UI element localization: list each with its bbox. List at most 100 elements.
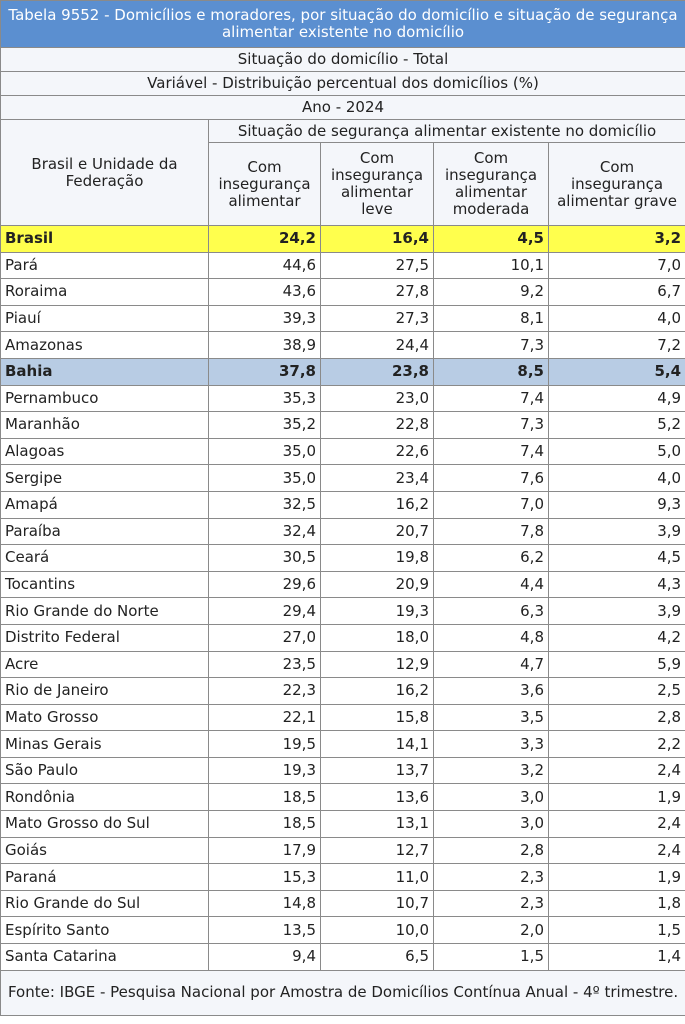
cell-value: 6,2	[433, 544, 549, 572]
cell-value: 27,0	[208, 623, 321, 652]
row-label: Espírito Santo	[0, 916, 209, 945]
source-note: Fonte: IBGE - Pesquisa Nacional por Amos…	[0, 969, 685, 1016]
table-row: Mato Grosso do Sul 18,5 13,1 3,0 2,4	[0, 810, 685, 838]
cell-value: 22,8	[320, 411, 434, 439]
cell-value: 7,2	[547, 331, 685, 359]
table-row: Mato Grosso 22,1 15,8 3,5 2,8	[0, 703, 685, 732]
cell-value: 20,7	[320, 517, 434, 546]
cell-value: 6,5	[320, 943, 434, 971]
cell-value: 9,2	[433, 278, 549, 306]
cell-value: 4,0	[547, 464, 685, 492]
cell-value: 22,3	[208, 677, 321, 705]
table-row: Alagoas 35,0 22,6 7,4 5,0	[0, 437, 685, 466]
row-label: Piauí	[0, 304, 209, 333]
cell-value: 3,0	[433, 783, 549, 812]
column-header: Com insegurança alimentar grave	[547, 142, 685, 226]
cell-value: 27,8	[320, 278, 434, 306]
table-row: Amazonas 38,9 24,4 7,3 7,2	[0, 331, 685, 359]
cell-value: 3,2	[547, 225, 685, 253]
column-header: Com insegurança alimentar leve	[320, 142, 434, 226]
cell-value: 18,5	[208, 810, 321, 838]
table-row: Bahia 37,8 23,8 8,5 5,4	[0, 357, 685, 386]
cell-value: 35,0	[208, 437, 321, 466]
info-line: Variável - Distribuição percentual dos d…	[0, 71, 685, 96]
cell-value: 10,1	[433, 251, 549, 280]
table-row: Paraíba 32,4 20,7 7,8 3,9	[0, 517, 685, 546]
row-label: Minas Gerais	[0, 730, 209, 758]
cell-value: 37,8	[208, 357, 321, 386]
cell-value: 3,5	[433, 703, 549, 732]
cell-value: 19,3	[320, 597, 434, 625]
row-label: Paraná	[0, 863, 209, 891]
cell-value: 23,5	[208, 650, 321, 679]
cell-value: 19,8	[320, 544, 434, 572]
row-label: Distrito Federal	[0, 623, 209, 652]
cell-value: 2,3	[433, 889, 549, 918]
cell-value: 13,5	[208, 916, 321, 945]
cell-value: 35,2	[208, 411, 321, 439]
row-label: Goiás	[0, 836, 209, 865]
cell-value: 2,4	[547, 810, 685, 838]
table-row: Pará 44,6 27,5 10,1 7,0	[0, 251, 685, 280]
cell-value: 13,7	[320, 756, 434, 785]
row-label: Mato Grosso	[0, 703, 209, 732]
table-row: Tocantins 29,6 20,9 4,4 4,3	[0, 570, 685, 599]
table-row: Distrito Federal 27,0 18,0 4,8 4,2	[0, 623, 685, 652]
cell-value: 3,9	[547, 517, 685, 546]
cell-value: 17,9	[208, 836, 321, 865]
cell-value: 4,7	[433, 650, 549, 679]
row-label: Alagoas	[0, 437, 209, 466]
cell-value: 20,9	[320, 570, 434, 599]
cell-value: 8,5	[433, 357, 549, 386]
cell-value: 2,0	[433, 916, 549, 945]
cell-value: 24,4	[320, 331, 434, 359]
table-row: Rio de Janeiro 22,3 16,2 3,6 2,5	[0, 677, 685, 705]
row-label: Santa Catarina	[0, 943, 209, 971]
cell-value: 35,3	[208, 384, 321, 413]
cell-value: 16,4	[320, 225, 434, 253]
cell-value: 23,4	[320, 464, 434, 492]
cell-value: 39,3	[208, 304, 321, 333]
table-row: Acre 23,5 12,9 4,7 5,9	[0, 650, 685, 679]
table-row: Rondônia 18,5 13,6 3,0 1,9	[0, 783, 685, 812]
cell-value: 4,8	[433, 623, 549, 652]
cell-value: 32,5	[208, 490, 321, 519]
cell-value: 15,8	[320, 703, 434, 732]
row-label: Roraima	[0, 278, 209, 306]
cell-value: 13,1	[320, 810, 434, 838]
cell-value: 2,4	[547, 756, 685, 785]
cell-value: 14,1	[320, 730, 434, 758]
cell-value: 16,2	[320, 677, 434, 705]
row-label: Bahia	[0, 357, 209, 386]
table-row: Maranhão 35,2 22,8 7,3 5,2	[0, 411, 685, 439]
cell-value: 23,8	[320, 357, 434, 386]
cell-value: 5,9	[547, 650, 685, 679]
cell-value: 3,9	[547, 597, 685, 625]
row-label: Tocantins	[0, 570, 209, 599]
cell-value: 2,5	[547, 677, 685, 705]
row-label: Rio Grande do Sul	[0, 889, 209, 918]
table-row: Rio Grande do Sul 14,8 10,7 2,3 1,8	[0, 889, 685, 918]
cell-value: 6,3	[433, 597, 549, 625]
cell-value: 7,6	[433, 464, 549, 492]
table-title: Tabela 9552 - Domicílios e moradores, po…	[0, 0, 685, 48]
row-label: Acre	[0, 650, 209, 679]
cell-value: 27,3	[320, 304, 434, 333]
cell-value: 7,8	[433, 517, 549, 546]
row-label: Pernambuco	[0, 384, 209, 413]
info-line: Situação do domicílio - Total	[0, 47, 685, 72]
cell-value: 3,0	[433, 810, 549, 838]
cell-value: 32,4	[208, 517, 321, 546]
cell-value: 1,9	[547, 863, 685, 891]
cell-value: 19,3	[208, 756, 321, 785]
row-label: Brasil	[0, 225, 209, 253]
cell-value: 5,2	[547, 411, 685, 439]
cell-value: 4,5	[433, 225, 549, 253]
row-label: Mato Grosso do Sul	[0, 810, 209, 838]
cell-value: 5,4	[547, 357, 685, 386]
cell-value: 4,0	[547, 304, 685, 333]
table-row: Brasil 24,2 16,4 4,5 3,2	[0, 225, 685, 253]
cell-value: 1,5	[433, 943, 549, 971]
